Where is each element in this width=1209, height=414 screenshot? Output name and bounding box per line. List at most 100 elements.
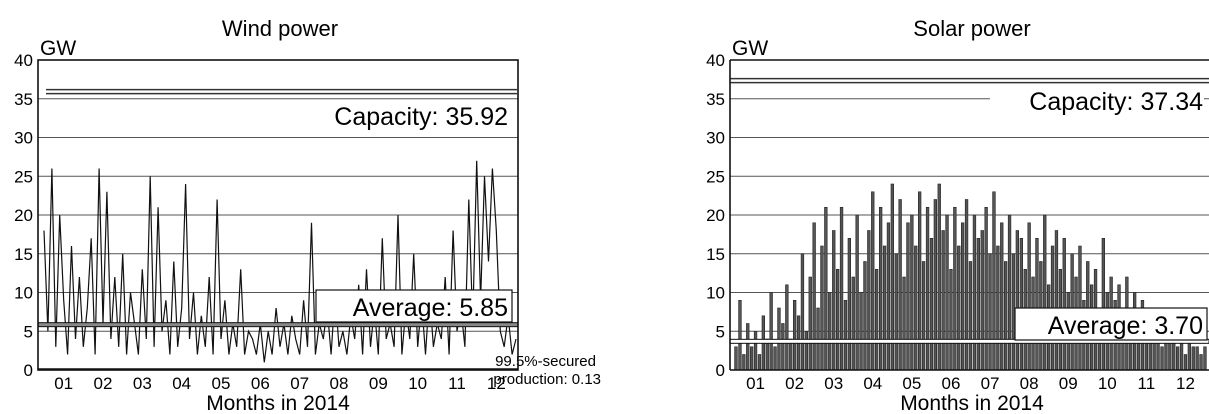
wind-x-tick-label: 04	[172, 374, 191, 393]
wind-x-axis-label: Months in 2014	[206, 392, 350, 414]
solar-bar	[804, 330, 809, 371]
solar-bar	[945, 214, 949, 371]
solar-x-tick-label: 12	[1176, 374, 1195, 393]
solar-bar	[906, 222, 910, 371]
wind-x-tick-label: 01	[54, 374, 73, 393]
wind-average-label: Average: 5.85	[353, 294, 508, 322]
wind-y-tick-label: 15	[14, 245, 33, 264]
solar-x-tick-label: 01	[746, 374, 765, 393]
solar-bar	[988, 253, 992, 371]
solar-bar	[851, 276, 855, 371]
wind-capacity-label: Capacity: 35.92	[334, 103, 508, 131]
solar-bar	[886, 222, 891, 371]
wind-y-tick-label: 20	[14, 206, 33, 225]
wind-x-tick-label: 12	[487, 374, 506, 393]
wind-x-tick-labels: 01 02 03 04 05 06 07 08 09 10 11 12	[54, 374, 506, 393]
solar-x-tick-label: 04	[863, 374, 882, 393]
wind-series-line	[43, 160, 517, 363]
solar-bar	[832, 230, 836, 371]
solar-bar	[757, 354, 762, 371]
solar-x-tick-label: 10	[1098, 374, 1117, 393]
solar-y-tick-label: 20	[706, 206, 725, 225]
solar-y-tick-label: 30	[706, 129, 725, 148]
solar-bar	[855, 214, 859, 371]
solar-bar	[1191, 346, 1195, 371]
solar-bar	[960, 222, 965, 371]
solar-average-label: Average: 3.70	[1048, 312, 1203, 340]
solar-capacity-label: Capacity: 37.34	[1029, 88, 1203, 116]
solar-bar	[964, 199, 969, 371]
solar-bar	[800, 253, 805, 371]
solar-x-tick-label: 08	[1020, 374, 1039, 393]
solar-bar	[828, 292, 832, 371]
wind-y-tick-label: 25	[14, 167, 33, 186]
solar-bar	[1176, 346, 1180, 371]
solar-chart-title: Solar power	[913, 16, 1030, 41]
solar-bar	[914, 245, 918, 371]
wind-chart-title: Wind power	[222, 16, 338, 41]
solar-bar	[808, 276, 812, 371]
solar-y-tick-label: 15	[706, 245, 725, 264]
solar-bar	[847, 238, 852, 371]
solar-x-tick-label: 02	[785, 374, 804, 393]
solar-bar	[859, 292, 863, 371]
solar-bar	[1183, 354, 1188, 371]
wind-y-tick-label: 35	[14, 90, 33, 109]
solar-bar	[921, 261, 926, 371]
solar-bar	[968, 261, 973, 371]
solar-bar	[1015, 230, 1020, 371]
solar-bar	[1007, 214, 1012, 371]
solar-bar	[1203, 346, 1207, 371]
solar-bar	[976, 238, 981, 371]
wind-x-tick-label: 02	[94, 374, 113, 393]
solar-bar	[1195, 346, 1199, 371]
solar-bar	[863, 261, 867, 371]
solar-x-tick-label: 05	[902, 374, 921, 393]
wind-average-label-box	[315, 289, 513, 323]
solar-y-unit: GW	[732, 37, 768, 60]
solar-bar	[843, 299, 848, 371]
solar-x-tick-label: 11	[1138, 374, 1156, 393]
solar-y-tick-label: 0	[716, 361, 725, 380]
wind-y-tick-label: 0	[24, 361, 33, 380]
solar-x-tick-labels: 01 02 03 04 05 06 07 08 09 10 11 12	[746, 374, 1195, 393]
solar-bar	[882, 245, 887, 371]
solar-bar	[742, 354, 746, 371]
solar-bar	[1027, 222, 1031, 371]
wind-gridlines	[38, 98, 518, 332]
solar-bar	[933, 199, 938, 371]
solar-average-label-box	[1014, 307, 1208, 341]
solar-bar	[910, 214, 914, 371]
solar-bar	[980, 230, 984, 371]
solar-capacity-label-box	[990, 86, 1204, 116]
solar-bar	[1043, 214, 1047, 371]
wind-x-tick-label: 07	[290, 374, 309, 393]
solar-bar	[769, 292, 773, 371]
wind-x-tick-label: 08	[330, 374, 349, 393]
solar-bar	[753, 330, 758, 371]
solar-bar	[835, 268, 840, 371]
wind-x-tick-label: 11	[448, 374, 466, 393]
solar-bar	[746, 323, 750, 371]
wind-y-tick-labels: 0 5 10 15 20 25 30 35 40	[14, 51, 33, 380]
wind-x-tick-label: 10	[408, 374, 427, 393]
solar-bar	[929, 238, 934, 371]
wind-secured-label-line2: production: 0.13	[493, 371, 601, 388]
solar-y-tick-label: 40	[706, 51, 725, 70]
solar-x-tick-label: 07	[981, 374, 1000, 393]
solar-x-tick-label: 09	[1059, 374, 1078, 393]
solar-bar	[839, 207, 844, 371]
wind-secured-label-line1: 99.5%-secured	[495, 353, 596, 370]
solar-bar	[925, 207, 930, 371]
wind-capacity-label-box	[296, 100, 512, 132]
solar-y-tick-label: 25	[706, 167, 725, 186]
solar-bar	[1011, 253, 1016, 371]
solar-bar	[953, 207, 957, 371]
solar-bar	[878, 207, 883, 371]
solar-bar	[949, 268, 953, 371]
solar-bar	[1199, 354, 1203, 371]
solar-bar	[898, 199, 902, 371]
wind-y-tick-label: 10	[14, 284, 33, 303]
